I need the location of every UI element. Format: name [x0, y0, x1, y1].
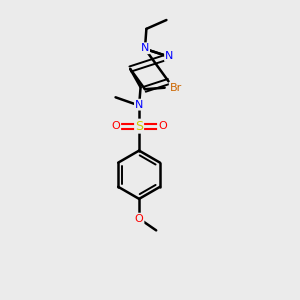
Text: O: O	[112, 121, 120, 131]
Text: Br: Br	[170, 83, 182, 93]
Text: N: N	[141, 43, 149, 53]
Text: N: N	[135, 100, 143, 110]
Text: O: O	[158, 121, 167, 131]
Text: N: N	[165, 51, 173, 61]
Text: S: S	[135, 120, 143, 133]
Text: O: O	[135, 214, 143, 224]
